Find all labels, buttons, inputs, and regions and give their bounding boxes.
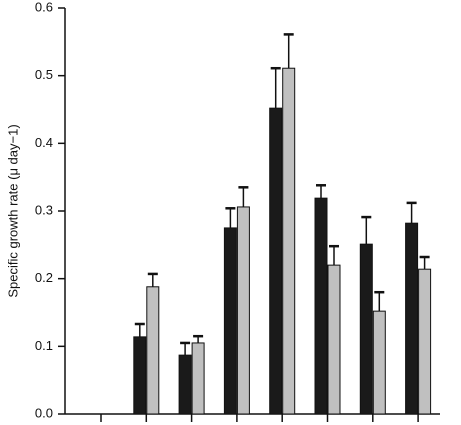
bar — [223, 227, 237, 415]
bar — [327, 264, 341, 415]
y-tick-label: 0.1 — [35, 338, 53, 353]
bar — [314, 197, 328, 415]
bar — [372, 310, 386, 415]
bar — [282, 67, 296, 415]
bar — [191, 342, 205, 415]
bar — [133, 336, 147, 415]
bar — [359, 243, 373, 415]
y-tick-label: 0.6 — [35, 0, 53, 14]
bar — [418, 268, 432, 415]
y-tick-label: 0.3 — [35, 202, 53, 217]
y-axis-label: Specific growth rate (μ day−1) — [5, 124, 20, 297]
y-tick-label: 0.4 — [35, 135, 53, 150]
y-tick-label: 0.5 — [35, 67, 53, 82]
bar — [405, 222, 419, 415]
y-tick-label: 0.2 — [35, 270, 53, 285]
y-tick-label: 0.0 — [35, 405, 53, 420]
bar — [178, 354, 192, 415]
bar — [236, 206, 250, 415]
bar — [269, 107, 283, 415]
bar — [146, 286, 160, 415]
